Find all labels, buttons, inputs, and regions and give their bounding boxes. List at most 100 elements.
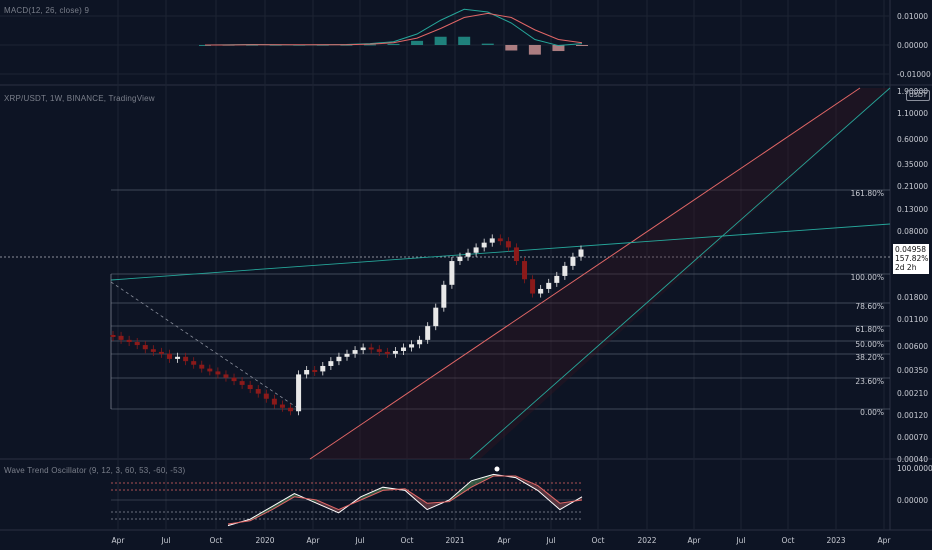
macd-histogram-bar [528, 45, 541, 55]
candle-body [150, 349, 156, 352]
macd-histogram-bar [481, 43, 494, 45]
candle-body [288, 407, 294, 412]
macd-histogram-bar [363, 44, 376, 46]
price-tick-label: 0.01800 [897, 293, 928, 302]
osc-area-fill [360, 487, 383, 500]
candle-body [376, 349, 382, 352]
osc-area-fill [272, 493, 295, 510]
candle-body [118, 335, 124, 340]
macd-tick-label: -0.01000 [897, 70, 931, 79]
price-tick-label: 0.21000 [897, 182, 928, 191]
candle-body [570, 256, 576, 266]
candle-body [110, 334, 116, 337]
candle-body [562, 265, 568, 276]
fib-level-label: 50.00% [855, 340, 884, 349]
candle-body [312, 369, 318, 372]
osc-series-line [227, 475, 583, 525]
osc-cross-dot [494, 466, 500, 472]
fib-level-label: 100.00% [851, 273, 884, 282]
grid-layer [0, 0, 932, 531]
candle-body [368, 347, 374, 350]
macd-pane[interactable] [199, 8, 588, 55]
macd-histogram-bar [552, 45, 565, 52]
candle-body [183, 356, 189, 362]
price-tick-label: 0.13000 [897, 205, 928, 214]
time-tick-label: 2023 [826, 536, 845, 545]
price-tick-label: 0.00120 [897, 411, 928, 420]
candle-body [166, 353, 172, 359]
time-tick-label: Oct [210, 536, 223, 545]
candle-body [465, 252, 471, 257]
main-price-pane[interactable]: 161.80% 100.00% 78.60% 61.80% 50.00% 38.20% 23… [0, 87, 891, 460]
candle-body [497, 238, 503, 242]
candle-body [392, 350, 398, 354]
time-tick-label: Apr [878, 536, 892, 545]
candle-body [126, 339, 132, 343]
fib-level-label: 78.60% [855, 302, 884, 311]
fib-level-label: 23.60% [855, 377, 884, 386]
fib-level-label: 0.00% [860, 408, 884, 417]
oscillator-pane[interactable] [111, 466, 583, 527]
candle-body [433, 307, 439, 327]
time-tick-label: Oct [782, 536, 795, 545]
price-tick-label: 0.00350 [897, 366, 928, 375]
candle-body [336, 356, 342, 362]
candle-body [158, 351, 164, 354]
candle-body [441, 284, 447, 308]
candle-body [199, 364, 205, 369]
price-tick-label: 0.60000 [897, 135, 928, 144]
time-tick-label: 2022 [637, 536, 656, 545]
time-tick-label: Jul [735, 536, 745, 545]
price-tick-label: 0.00600 [897, 342, 928, 351]
candle-body [255, 389, 261, 394]
candle-body [352, 350, 358, 354]
osc-area-fill [316, 500, 339, 513]
candle-body [328, 361, 334, 366]
price-change: 157.82% [895, 254, 929, 263]
time-tick-label: Jul [545, 536, 555, 545]
time-tick-label: Jul [160, 536, 170, 545]
macd-tick-label: 0.01000 [897, 12, 928, 21]
candle-body [400, 347, 406, 351]
teal-trendline [469, 87, 891, 460]
osc-area-fill [537, 485, 560, 510]
teal-resistance-line [110, 223, 891, 281]
candle-body [296, 374, 302, 412]
price-tick-label: 0.35000 [897, 160, 928, 169]
candle-body [134, 342, 140, 346]
candle-body [417, 339, 423, 345]
red-trendline [309, 87, 861, 460]
time-tick-label: Apr [307, 536, 321, 545]
bar-countdown: 2d 2h [895, 263, 917, 272]
candle-body [304, 369, 310, 375]
time-tick-label: Oct [592, 536, 605, 545]
candle-body [320, 365, 326, 372]
candle-body [530, 279, 536, 294]
currency-badge[interactable]: USDT [906, 90, 930, 101]
time-tick-label: 2021 [445, 536, 464, 545]
macd-series-line [205, 12, 583, 46]
candle-body [191, 361, 197, 365]
candle-body [481, 242, 487, 248]
macd-series-line [204, 8, 583, 47]
fib-level-label: 38.20% [855, 353, 884, 362]
candle-body [578, 249, 584, 257]
macd-histogram-bar [458, 36, 471, 45]
candle-body [546, 282, 552, 289]
osc-tick-label: 100.0000 [897, 464, 932, 473]
macd-histogram-bar [387, 43, 400, 45]
candle-body [175, 356, 181, 359]
candle-body [457, 256, 463, 262]
axis-layer: Apr Jul Oct 2020 Apr Jul Oct 2021 Apr Jul Oct 2022 A… [112, 12, 932, 545]
candle-body [279, 404, 285, 408]
time-tick-label: Apr [688, 536, 702, 545]
candle-body [449, 261, 455, 285]
candle-body [513, 247, 519, 262]
fib-level-label: 161.80% [851, 189, 884, 198]
candle-body [344, 353, 350, 357]
time-tick-label: Apr [498, 536, 512, 545]
candle-body [142, 345, 148, 350]
candle-body [247, 384, 253, 390]
